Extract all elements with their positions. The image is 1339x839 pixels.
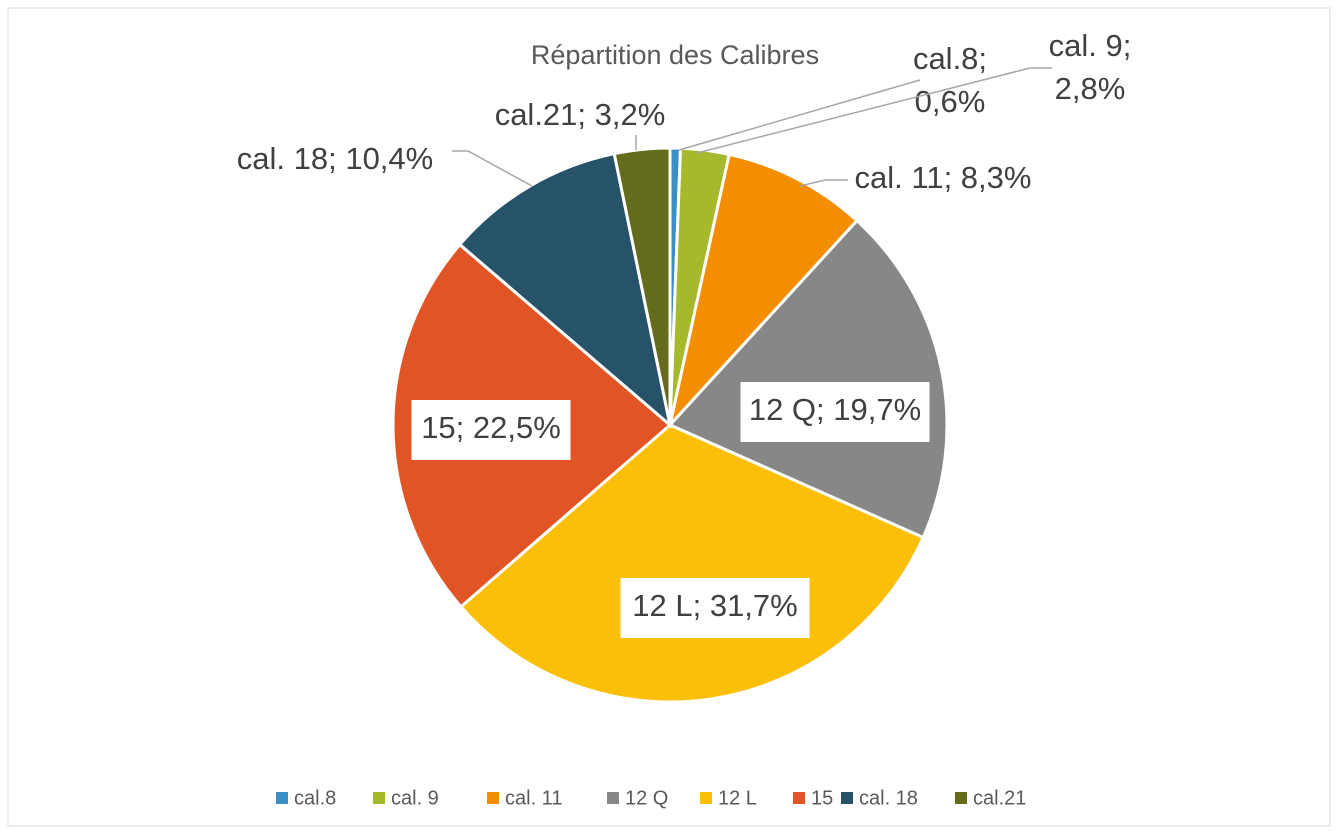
pie-slice bbox=[457, 151, 673, 429]
data-label-box bbox=[740, 382, 930, 442]
data-label-line: 2,8% bbox=[1055, 71, 1126, 106]
legend-swatch bbox=[841, 792, 853, 804]
leader-line bbox=[452, 150, 533, 187]
data-label: cal. 18; 10,4% bbox=[237, 141, 433, 176]
legend-swatch bbox=[793, 792, 805, 804]
pie-slice bbox=[612, 146, 672, 426]
legend-swatch bbox=[276, 792, 288, 804]
legend-label: cal. 9 bbox=[391, 787, 439, 809]
data-label: 12 L; 31,7% bbox=[632, 588, 797, 623]
data-label-box bbox=[411, 400, 571, 460]
legend-label: cal. 11 bbox=[505, 787, 562, 809]
legend-label: 15 bbox=[811, 787, 833, 809]
leader-line bbox=[696, 67, 1052, 154]
legend-swatch bbox=[955, 792, 967, 804]
data-label: cal.21; 3,2% bbox=[495, 97, 666, 132]
data-label-line: cal.8; bbox=[913, 41, 987, 76]
data-label: 15; 22,5% bbox=[421, 410, 561, 445]
data-label-line: cal. 9; bbox=[1049, 28, 1132, 63]
legend-label: 12 L bbox=[718, 787, 757, 809]
data-label: 12 Q; 19,7% bbox=[749, 392, 921, 427]
legend-swatch bbox=[607, 792, 619, 804]
data-label: cal.8; 0,6% bbox=[913, 41, 987, 119]
chart-title: Répartition des Calibres bbox=[531, 40, 819, 70]
legend-swatch bbox=[700, 792, 712, 804]
pie-slice bbox=[667, 218, 949, 540]
data-label-box bbox=[620, 578, 810, 638]
legend-swatch bbox=[373, 792, 385, 804]
data-label-line: 0,6% bbox=[915, 84, 986, 119]
legend-swatch bbox=[487, 792, 499, 804]
legend-label: 12 Q bbox=[625, 787, 668, 809]
legend-label: cal.8 bbox=[294, 787, 336, 809]
leader-line bbox=[678, 79, 921, 151]
leader-line bbox=[799, 179, 848, 187]
legend-label: cal.21 bbox=[973, 787, 1026, 809]
legend-label: cal. 18 bbox=[859, 787, 918, 809]
data-label: cal. 11; 8,3% bbox=[855, 160, 1032, 195]
pie-slice bbox=[667, 152, 860, 431]
data-label: cal. 9; 2,8% bbox=[1049, 28, 1132, 106]
